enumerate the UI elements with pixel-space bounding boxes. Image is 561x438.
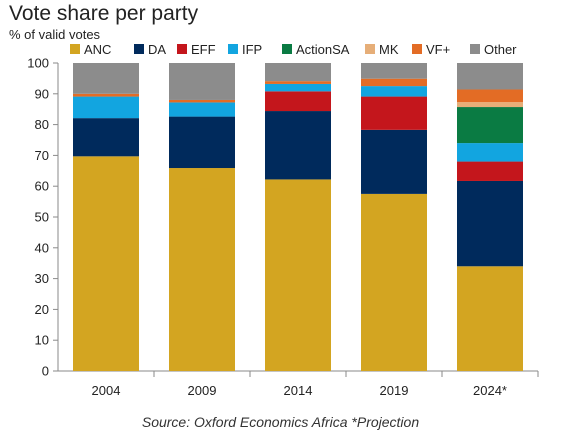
bar-segment-other	[73, 63, 139, 94]
bar-segment-other	[361, 63, 427, 79]
x-tick-label: 2019	[380, 383, 409, 398]
chart-title: Vote share per party	[9, 2, 199, 25]
bar-segment-da	[457, 180, 523, 267]
bar-segment-actionsa	[457, 107, 523, 144]
chart-source-note: Source: Oxford Economics Africa *Project…	[141, 414, 420, 430]
y-tick-label: 100	[27, 56, 49, 71]
legend-label-mk: MK	[379, 42, 399, 57]
y-tick-label: 40	[35, 240, 49, 255]
legend-label-eff: EFF	[191, 42, 216, 57]
legend-swatch-other	[470, 44, 480, 54]
bar-segment-anc	[457, 266, 523, 371]
legend-swatch-ifp	[228, 44, 238, 54]
bar-segment-ifp	[265, 83, 331, 92]
x-tick-label: 2014	[284, 383, 313, 398]
legend-label-ifp: IFP	[242, 42, 262, 57]
legend-label-other: Other	[484, 42, 517, 57]
legend-label-actionsa: ActionSA	[296, 42, 350, 57]
legend-label-vf-: VF+	[426, 42, 450, 57]
y-tick-label: 20	[35, 302, 49, 317]
y-tick-label: 70	[35, 148, 49, 163]
legend-swatch-anc	[70, 44, 80, 54]
x-tick-label: 2024*	[473, 383, 507, 398]
y-tick-label: 10	[35, 333, 49, 348]
legend-swatch-vf-	[412, 44, 422, 54]
bar-segment-ifp	[169, 102, 235, 117]
y-tick-label: 90	[35, 86, 49, 101]
chart-subtitle: % of valid votes	[9, 27, 101, 42]
bar-segment-mk	[457, 102, 523, 108]
legend-swatch-mk	[365, 44, 375, 54]
bar-segment-anc	[361, 193, 427, 371]
y-tick-label: 50	[35, 210, 49, 225]
bar-segment-anc	[169, 168, 235, 371]
bar-segment-vf-	[457, 89, 523, 103]
bar-segment-vf-	[73, 93, 139, 97]
legend-swatch-actionsa	[282, 44, 292, 54]
y-tick-label: 30	[35, 271, 49, 286]
legend-label-da: DA	[148, 42, 166, 57]
bar-segment-ifp	[73, 96, 139, 119]
bar-segment-vf-	[361, 78, 427, 87]
x-tick-label: 2009	[188, 383, 217, 398]
bar-segment-da	[73, 118, 139, 157]
bar-segment-anc	[265, 179, 331, 371]
legend-swatch-da	[134, 44, 144, 54]
y-tick-label: 80	[35, 117, 49, 132]
bar-segment-da	[265, 111, 331, 180]
bar-segment-other	[265, 63, 331, 82]
y-tick-label: 0	[42, 364, 49, 379]
bar-segment-da	[169, 116, 235, 169]
bar-segment-anc	[73, 156, 139, 371]
bar-segment-eff	[361, 96, 427, 130]
bar-segment-eff	[265, 91, 331, 112]
legend-label-anc: ANC	[84, 42, 111, 57]
bar-segment-other	[169, 63, 235, 100]
bar-segment-vf-	[169, 99, 235, 103]
bar-segment-ifp	[457, 143, 523, 162]
bar-segment-ifp	[361, 86, 427, 97]
bar-segment-eff	[457, 161, 523, 181]
bar-segment-da	[361, 129, 427, 194]
bar-segment-other	[457, 63, 523, 90]
x-tick-label: 2004	[92, 383, 121, 398]
bar-segment-vf-	[265, 81, 331, 84]
legend-swatch-eff	[177, 44, 187, 54]
y-tick-label: 60	[35, 179, 49, 194]
